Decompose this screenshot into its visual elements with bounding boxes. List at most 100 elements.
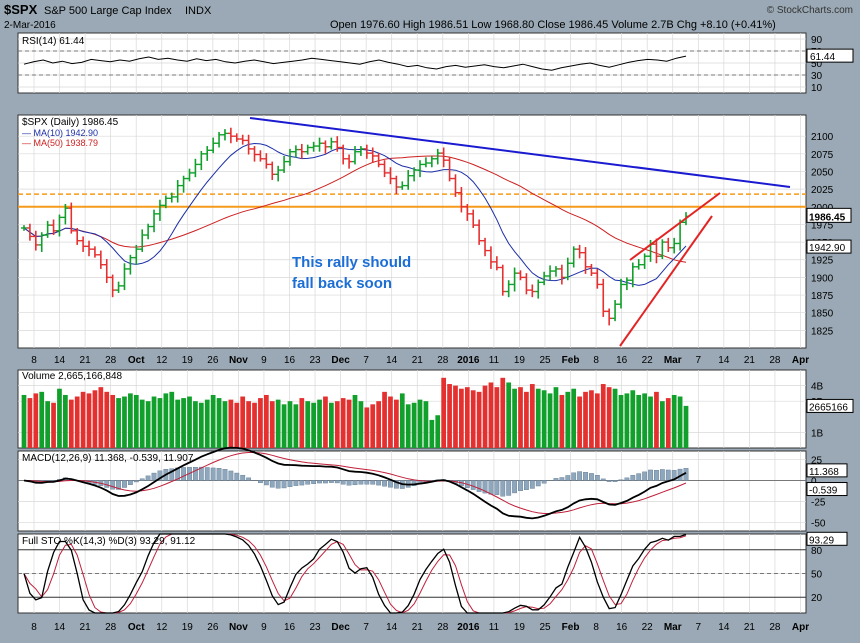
macd-histogram-bar (288, 480, 292, 486)
volume-bar (500, 378, 505, 448)
macd-histogram-bar (205, 467, 209, 480)
x-tick-label: 22 (642, 355, 654, 366)
macd-histogram-bar (666, 470, 670, 481)
volume-bar (353, 395, 358, 448)
macd-histogram-bar (276, 480, 280, 488)
volume-bar (104, 392, 109, 448)
volume-bar (69, 400, 74, 448)
x-tick-label: 8 (31, 355, 37, 366)
volume-bar (648, 397, 653, 448)
macd-histogram-bar (282, 480, 286, 488)
volume-bar (329, 403, 334, 448)
volume-bar (252, 403, 257, 448)
volume-bar (601, 384, 606, 448)
volume-bar (98, 387, 103, 448)
volume-bar (684, 406, 689, 448)
x-tick-label: 21 (412, 355, 424, 366)
value-tag-text: 11.368 (809, 467, 839, 478)
volume-bar (264, 395, 269, 448)
symbol: $SPX (4, 2, 38, 17)
volume-bar (33, 393, 38, 448)
volume-bar (288, 401, 293, 448)
volume-bar (359, 401, 364, 448)
macd-histogram-bar (589, 473, 593, 480)
volume-bar (613, 389, 618, 448)
volume-bar (400, 393, 405, 448)
volume-bar (140, 400, 145, 448)
x-tick-label: Oct (128, 355, 145, 366)
volume-bar (536, 389, 541, 448)
y-tick-label: 20 (811, 593, 823, 604)
macd-histogram-bar (217, 468, 221, 480)
macd-histogram-bar (300, 480, 304, 485)
volume-bar (276, 400, 281, 448)
macd-histogram-bar (152, 473, 156, 480)
macd-histogram-bar (246, 478, 250, 481)
x-tick-label: 14 (386, 622, 398, 633)
y-tick-label: 2100 (811, 132, 834, 143)
volume-bar (512, 389, 517, 448)
macd-histogram-bar (542, 480, 546, 483)
volume-bar (607, 387, 612, 448)
close-price-tag: 1986.45 (807, 208, 851, 223)
volume-bar (394, 400, 399, 448)
volume-bar (93, 390, 98, 448)
volume-bar (518, 387, 523, 448)
volume-bar (229, 400, 234, 448)
macd-histogram-bar (211, 468, 215, 481)
volume-bar (158, 398, 163, 448)
legend-ma50: — MA(50) 1938.79 (22, 138, 98, 148)
x-tick-label: Dec (331, 622, 350, 633)
x-tick-label: 14 (54, 355, 66, 366)
volume-bar (376, 401, 381, 448)
volume-bar (335, 401, 340, 448)
macd-histogram-bar (524, 480, 528, 489)
macd-histogram-bar (388, 480, 392, 487)
volume-bar (459, 389, 464, 448)
volume-value-tag: 2665166 (807, 399, 853, 413)
volume-bar (128, 393, 133, 448)
volume-bar (524, 392, 529, 448)
x-tick-label: 26 (207, 355, 219, 366)
macd-histogram-bar (122, 480, 126, 487)
volume-bar (453, 386, 458, 448)
x-tick-label: 9 (261, 355, 267, 366)
volume-bar (57, 389, 62, 448)
x-tick-label: 12 (156, 355, 168, 366)
volume-bar (152, 397, 157, 448)
macd-histogram-bar (140, 479, 144, 481)
volume-bar (199, 403, 204, 448)
volume-bar (471, 390, 476, 448)
macd-histogram-bar (536, 480, 540, 486)
y-tick-label: 1B (811, 428, 824, 439)
volume-bar (63, 395, 68, 448)
volume-bar (39, 392, 44, 448)
volume-bar (382, 392, 387, 448)
volume-bar (110, 395, 115, 448)
macd-histogram-bar (613, 480, 617, 481)
volume-bar (642, 393, 647, 448)
y-tick-label: 4B (811, 382, 824, 393)
volume-bar (282, 404, 287, 448)
y-tick-label: 1825 (811, 326, 834, 337)
volume-bar (240, 397, 245, 448)
volume-bar (163, 393, 168, 448)
x-tick-label: 7 (696, 355, 702, 366)
x-tick-label: 23 (309, 355, 321, 366)
x-tick-label: 25 (539, 355, 551, 366)
x-tick-label: 28 (437, 622, 449, 633)
macd-hist-value-tag: -0.539 (807, 483, 847, 497)
macd-histogram-bar (223, 469, 227, 480)
x-tick-label: 16 (616, 355, 628, 366)
value-tag-text: 93.29 (809, 535, 834, 546)
volume-bar (146, 401, 151, 448)
volume-bar (305, 401, 310, 448)
volume-bar (548, 393, 553, 448)
volume-bar (429, 420, 434, 448)
x-tick-label: 14 (386, 355, 398, 366)
volume-bar (294, 404, 299, 448)
y-tick-label: 1875 (811, 291, 834, 302)
